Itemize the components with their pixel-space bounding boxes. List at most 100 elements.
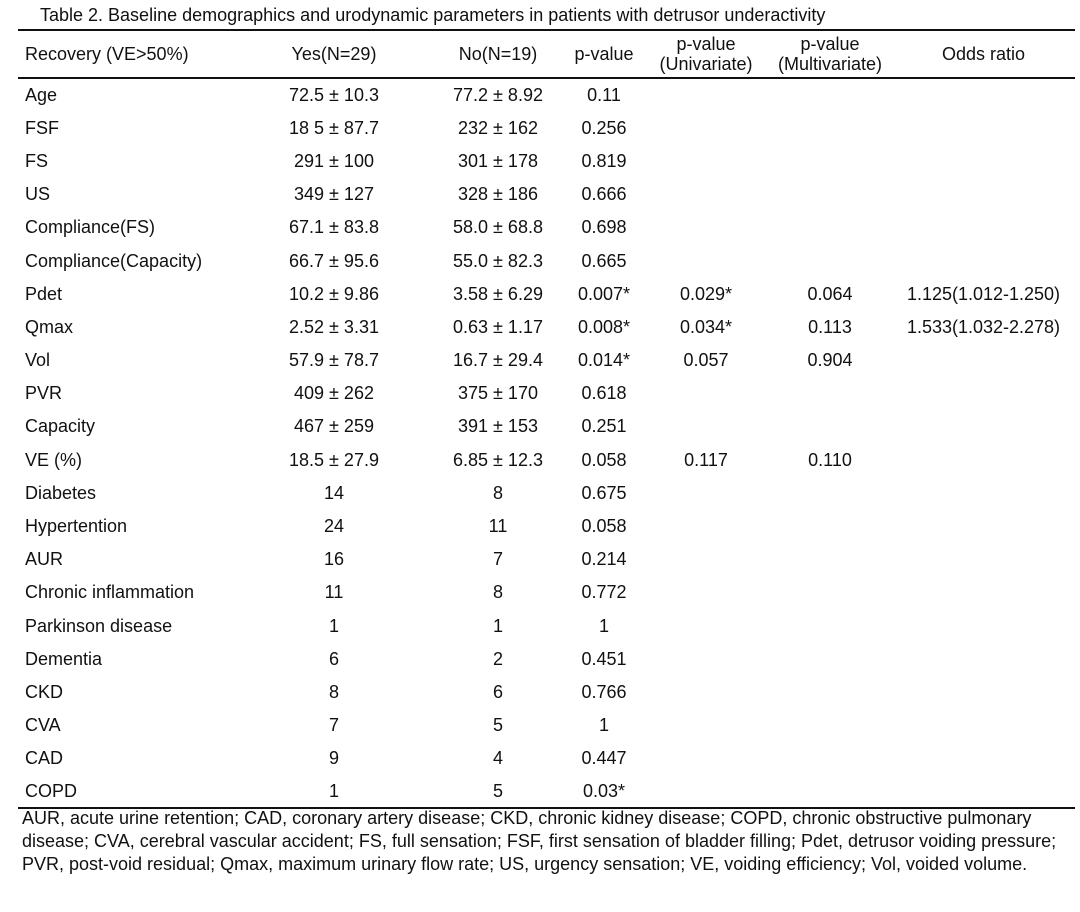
cell-no: 2 <box>492 648 503 669</box>
cell-odds-ratio <box>892 443 1075 476</box>
cell-odds-ratio: 1.125(1.012-1.250) <box>906 283 1061 304</box>
cell-pvalue-univariate <box>644 709 768 742</box>
row-label: FS <box>25 150 49 171</box>
cell-yes: 10.2 ± 9.86 <box>289 283 379 304</box>
table-row: Parkinson disease 1 1 1 <box>18 609 1075 642</box>
cell-odds-ratio <box>892 675 1075 708</box>
row-label: Vol <box>25 350 51 371</box>
cell-odds-ratio <box>892 244 1075 277</box>
cell-odds-ratio <box>892 377 1075 410</box>
cell-odds-ratio <box>892 609 1075 642</box>
cell-no: 7 <box>492 549 503 570</box>
cell-no: 77.2 ± 8.92 <box>453 85 543 106</box>
cell-pvalue-multivariate <box>768 410 892 443</box>
cell-pvalue-univariate <box>644 111 768 144</box>
cell-pvalue-multivariate <box>768 774 892 810</box>
header-recovery: Recovery (VE>50%) <box>18 29 236 79</box>
cell-no: 5 <box>492 715 503 736</box>
header-no: No(N=19) <box>432 29 564 79</box>
cell-pvalue: 0.447 <box>581 748 627 769</box>
row-label: Age <box>25 85 58 106</box>
cell-yes: 18 5 ± 87.7 <box>289 117 379 138</box>
table-caption: Table 2. Baseline demographics and urody… <box>40 5 826 25</box>
header-odds-ratio: Odds ratio <box>892 29 1075 79</box>
cell-yes: 291 ± 100 <box>294 150 374 171</box>
header-pvalue-multivariate: p-value (Multivariate) <box>768 29 892 79</box>
cell-pvalue-multivariate <box>768 178 892 211</box>
cell-odds-ratio <box>892 543 1075 576</box>
cell-odds-ratio <box>892 211 1075 244</box>
cell-yes: 9 <box>328 748 339 769</box>
cell-pvalue-multivariate: 0.110 <box>808 449 852 470</box>
cell-odds-ratio <box>892 774 1075 810</box>
cell-pvalue-univariate <box>644 774 768 810</box>
cell-pvalue: 0.058 <box>581 449 627 470</box>
cell-yes: 467 ± 259 <box>294 416 374 437</box>
cell-yes: 57.9 ± 78.7 <box>289 350 379 371</box>
cell-pvalue-univariate: 0.034* <box>679 316 733 337</box>
header-pvalue-univariate: p-value (Univariate) <box>644 29 768 79</box>
cell-odds-ratio <box>892 709 1075 742</box>
cell-no: 58.0 ± 68.8 <box>453 217 543 238</box>
cell-pvalue: 0.11 <box>587 85 621 106</box>
cell-no: 0.63 ± 1.17 <box>453 316 543 337</box>
header-pvalue-univariate-line1: p-value <box>676 34 736 54</box>
cell-no: 4 <box>492 748 503 769</box>
row-label: US <box>25 184 51 205</box>
cell-yes: 2.52 ± 3.31 <box>289 316 379 337</box>
cell-no: 11 <box>488 516 508 537</box>
cell-pvalue-multivariate <box>768 576 892 609</box>
cell-pvalue-multivariate <box>768 742 892 775</box>
cell-yes: 349 ± 127 <box>294 184 374 205</box>
row-label: Pdet <box>25 283 63 304</box>
header-pvalue-multivariate-line2: (Multivariate) <box>777 54 883 74</box>
cell-odds-ratio <box>892 642 1075 675</box>
cell-yes: 16 <box>323 549 345 570</box>
row-label: COPD <box>18 774 236 810</box>
table-row: Diabetes 14 8 0.675 <box>18 476 1075 509</box>
cell-no: 301 ± 178 <box>458 150 538 171</box>
cell-pvalue-univariate <box>644 377 768 410</box>
row-label: CVA <box>25 715 61 736</box>
table-row: Chronic inflammation 11 8 0.772 <box>18 576 1075 609</box>
cell-no: 5 <box>432 774 564 810</box>
cell-pvalue-multivariate: 0.113 <box>808 316 852 337</box>
cell-pvalue: 0.665 <box>581 250 627 271</box>
cell-pvalue-multivariate <box>768 111 892 144</box>
table-row: Compliance(FS) 67.1 ± 83.8 58.0 ± 68.8 0.69… <box>18 211 1075 244</box>
cell-pvalue: 0.772 <box>581 582 627 603</box>
cell-pvalue: 0.666 <box>581 184 627 205</box>
cell-yes: 14 <box>323 482 345 503</box>
cell-pvalue-univariate <box>644 178 768 211</box>
cell-yes: 6 <box>328 648 339 669</box>
cell-odds-ratio <box>892 410 1075 443</box>
header-yes: Yes(N=29) <box>236 29 432 79</box>
table-row: Age 72.5 ± 10.3 77.2 ± 8.92 0.11 <box>18 78 1075 111</box>
cell-yes: 66.7 ± 95.6 <box>289 250 379 271</box>
cell-pvalue-univariate <box>644 509 768 542</box>
table-footnote: AUR, acute urine retention; CAD, coronar… <box>22 808 1057 874</box>
cell-pvalue: 0.819 <box>581 150 627 171</box>
table-row: US 349 ± 127 328 ± 186 0.666 <box>18 178 1075 211</box>
cell-pvalue-multivariate <box>768 476 892 509</box>
cell-odds-ratio <box>892 742 1075 775</box>
cell-pvalue: 0.03* <box>564 774 644 810</box>
row-label: Compliance(FS) <box>25 217 156 238</box>
table-row: FS 291 ± 100 301 ± 178 0.819 <box>18 144 1075 177</box>
cell-odds-ratio <box>892 509 1075 542</box>
cell-odds-ratio <box>892 476 1075 509</box>
table-row: CAD 9 4 0.447 <box>18 742 1075 775</box>
row-label: Dementia <box>25 648 103 669</box>
cell-pvalue-univariate <box>644 244 768 277</box>
cell-yes: 67.1 ± 83.8 <box>289 217 379 238</box>
cell-pvalue: 0.008* <box>577 316 631 337</box>
cell-pvalue-univariate <box>644 742 768 775</box>
cell-yes: 1 <box>328 615 339 636</box>
cell-pvalue: 0.256 <box>581 117 627 138</box>
table-row: Capacity 467 ± 259 391 ± 153 0.251 <box>18 410 1075 443</box>
cell-pvalue-univariate <box>644 642 768 675</box>
cell-pvalue-univariate <box>644 144 768 177</box>
cell-odds-ratio <box>892 576 1075 609</box>
cell-no: 8 <box>492 482 503 503</box>
